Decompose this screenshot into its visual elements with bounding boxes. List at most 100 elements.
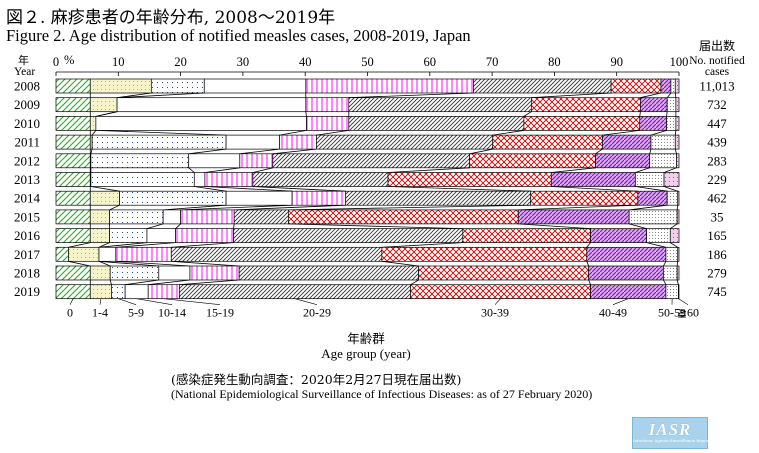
connector-line	[180, 204, 293, 211]
bar-segment-2010-40-49	[639, 116, 667, 131]
bar-segment-2008-0	[55, 78, 91, 94]
bars-group	[55, 78, 680, 300]
connector-line	[68, 242, 91, 248]
case-count-label: 745	[707, 284, 727, 299]
connector-line	[204, 167, 240, 173]
bar-segment-2012-50-59	[649, 153, 677, 169]
bar-segment-2016-1-4	[89, 228, 110, 243]
bar-segment-2016-≧60	[669, 228, 680, 243]
bar-segment-2015-10-14	[162, 209, 181, 225]
connector-line	[171, 260, 240, 267]
connector-line	[175, 223, 181, 229]
connector-line	[674, 148, 677, 154]
bar-segment-2011-50-59	[650, 134, 676, 150]
connector-line	[98, 242, 110, 248]
bar-segment-2013-50-59	[635, 172, 665, 187]
bar-segment-2018-15-19	[189, 265, 240, 281]
connector-line	[316, 130, 349, 136]
iasr-logo: IASR Infectious Agents Surveillance Repo…	[632, 417, 710, 449]
age-group-leader	[69, 298, 74, 305]
connector-line	[233, 223, 235, 229]
connector-line	[531, 92, 612, 99]
bar-segment-2019-≧60	[678, 284, 680, 300]
connector-line	[646, 242, 667, 248]
chart-title-jp: 図２. 麻疹患者の年齢分布, 2008〜2019年	[6, 8, 336, 28]
connector-line	[551, 186, 638, 192]
connector-line	[595, 148, 603, 155]
connector-line	[204, 186, 293, 192]
connector-line	[650, 130, 667, 136]
bar-segment-2018-30-39	[418, 265, 590, 281]
bar-segment-2010-15-19	[306, 116, 350, 131]
connector-line	[90, 148, 93, 154]
bar-segment-2018-40-49	[588, 265, 664, 281]
bar-segment-2008-≧60	[674, 78, 680, 94]
bar-segment-2015-30-39	[288, 209, 519, 225]
counts-header-jp: 届出数	[699, 38, 735, 53]
bar-segment-2015-50-59	[628, 209, 678, 225]
age-group-label: 30-39	[481, 306, 509, 320]
connector-line	[146, 223, 164, 229]
bar-segment-2018-5-9	[109, 265, 160, 281]
connector-line	[95, 111, 118, 117]
age-group-leader	[494, 298, 501, 305]
bar-segment-2018-1-4	[89, 265, 111, 281]
year-axis-label-en: Year	[14, 66, 35, 78]
bar-segment-2018-10-14	[158, 265, 191, 281]
source-note-jp: (感染症発生動向調査：2020年2月27日現在届出数)	[171, 372, 462, 387]
x-tick-label: 70	[486, 55, 499, 69]
year-label: 2014	[14, 191, 41, 206]
connector-line	[188, 148, 227, 155]
bar-segment-2016-10-14	[146, 228, 176, 243]
bar-segment-2015-5-9	[109, 209, 164, 225]
age-group-label: ≧60	[677, 306, 699, 320]
bar-segment-2012-≧60	[676, 153, 680, 169]
bar-segment-2019-20-29	[179, 284, 411, 300]
year-label: 2012	[14, 153, 40, 168]
bar-segment-2016-5-9	[109, 228, 148, 243]
bar-segment-2010-20-29	[348, 116, 525, 131]
x-tick-label: 60	[424, 55, 437, 69]
bar-segment-2014-15-19	[291, 190, 347, 206]
connector-line	[179, 279, 240, 286]
age-group-label: 40-49	[599, 306, 627, 320]
connector-line	[272, 148, 317, 155]
connector-line	[116, 92, 152, 99]
bar-segment-2019-50-59	[665, 284, 679, 300]
connector-line	[640, 92, 662, 99]
bar-segment-2012-5-9	[90, 153, 190, 169]
bar-segment-2009-20-29	[348, 97, 532, 113]
bar-segment-2011-5-9	[91, 134, 227, 150]
bar-segment-2011-10-14	[225, 134, 281, 150]
bar-segment-2009-0	[55, 97, 91, 113]
connector-line	[635, 186, 668, 192]
bar-segment-2012-20-29	[272, 153, 471, 169]
bar-segment-2014-5-9	[119, 190, 227, 206]
connector-line	[663, 261, 667, 267]
case-count-label: 35	[711, 209, 724, 224]
connector-line	[109, 204, 120, 211]
bar-segment-2014-0	[55, 190, 91, 206]
bar-segment-2016-30-39	[462, 228, 591, 243]
connector-line	[551, 167, 596, 173]
age-group-leader	[99, 298, 102, 305]
bar-segment-2014-40-49	[637, 190, 668, 206]
connector-line	[518, 223, 591, 229]
bar-segment-2013-40-49	[550, 172, 636, 187]
connector-line	[602, 130, 640, 136]
connector-line	[629, 223, 647, 229]
bar-segment-2019-15-19	[147, 284, 180, 300]
bar-segment-2018-20-29	[238, 265, 419, 281]
connector-line	[666, 111, 668, 117]
bar-segment-2018-0	[55, 265, 91, 281]
connector-line	[666, 92, 672, 98]
connector-line	[388, 186, 531, 192]
bar-segment-2012-30-39	[469, 153, 596, 169]
connector-line	[388, 167, 470, 173]
connector-line	[148, 279, 190, 286]
connector-line	[635, 167, 650, 173]
bar-segment-2015-≧60	[676, 209, 680, 225]
bar-segment-2012-0	[55, 153, 91, 169]
connector-line	[348, 92, 474, 99]
